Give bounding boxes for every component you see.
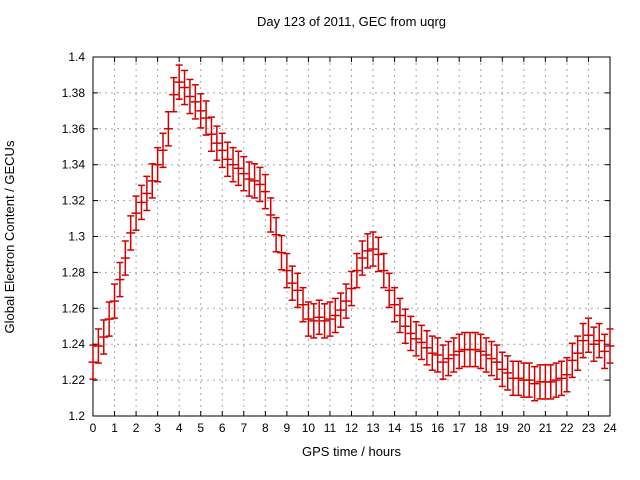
- x-tick-label: 19: [496, 421, 510, 435]
- x-tick-label: 16: [431, 421, 445, 435]
- x-tick-label: 14: [388, 421, 402, 435]
- y-tick-label: 1.26: [62, 301, 86, 315]
- x-tick-label: 24: [603, 421, 617, 435]
- x-axis-label: GPS time / hours: [302, 444, 401, 459]
- x-tick-label: 20: [517, 421, 531, 435]
- y-tick-label: 1.4: [68, 50, 85, 64]
- data-series-errorbars: [88, 64, 615, 402]
- x-tick-label: 10: [302, 421, 316, 435]
- x-tick-label: 13: [366, 421, 380, 435]
- y-tick-label: 1.32: [62, 194, 86, 208]
- x-tick-label: 6: [219, 421, 226, 435]
- x-tick-label: 22: [560, 421, 574, 435]
- x-tick-label: 17: [453, 421, 467, 435]
- y-tick-label: 1.2: [68, 409, 85, 423]
- y-tick-label: 1.3: [68, 230, 85, 244]
- x-tick-label: 9: [284, 421, 291, 435]
- y-axis-label: Global Electron Content / GECUs: [2, 140, 17, 334]
- x-tick-label: 3: [154, 421, 161, 435]
- y-tick-label: 1.24: [62, 337, 86, 351]
- x-tick-label: 5: [197, 421, 204, 435]
- x-tick-label: 0: [90, 421, 97, 435]
- x-tick-label: 18: [474, 421, 488, 435]
- y-tick-label: 1.38: [62, 86, 86, 100]
- x-tick-label: 15: [409, 421, 423, 435]
- y-tick-label: 1.28: [62, 265, 86, 279]
- x-tick-label: 21: [539, 421, 553, 435]
- x-tick-label: 23: [582, 421, 596, 435]
- y-tick-label: 1.22: [62, 373, 86, 387]
- y-tick-label: 1.34: [62, 158, 86, 172]
- x-tick-label: 8: [262, 421, 269, 435]
- x-tick-label: 4: [176, 421, 183, 435]
- x-tick-label: 12: [345, 421, 359, 435]
- x-tick-label: 2: [133, 421, 140, 435]
- x-tick-label: 11: [324, 421, 337, 435]
- x-tick-label: 1: [111, 421, 118, 435]
- y-tick-label: 1.36: [62, 122, 86, 136]
- chart-title: Day 123 of 2011, GEC from uqrg: [256, 14, 447, 29]
- x-tick-label: 7: [240, 421, 247, 435]
